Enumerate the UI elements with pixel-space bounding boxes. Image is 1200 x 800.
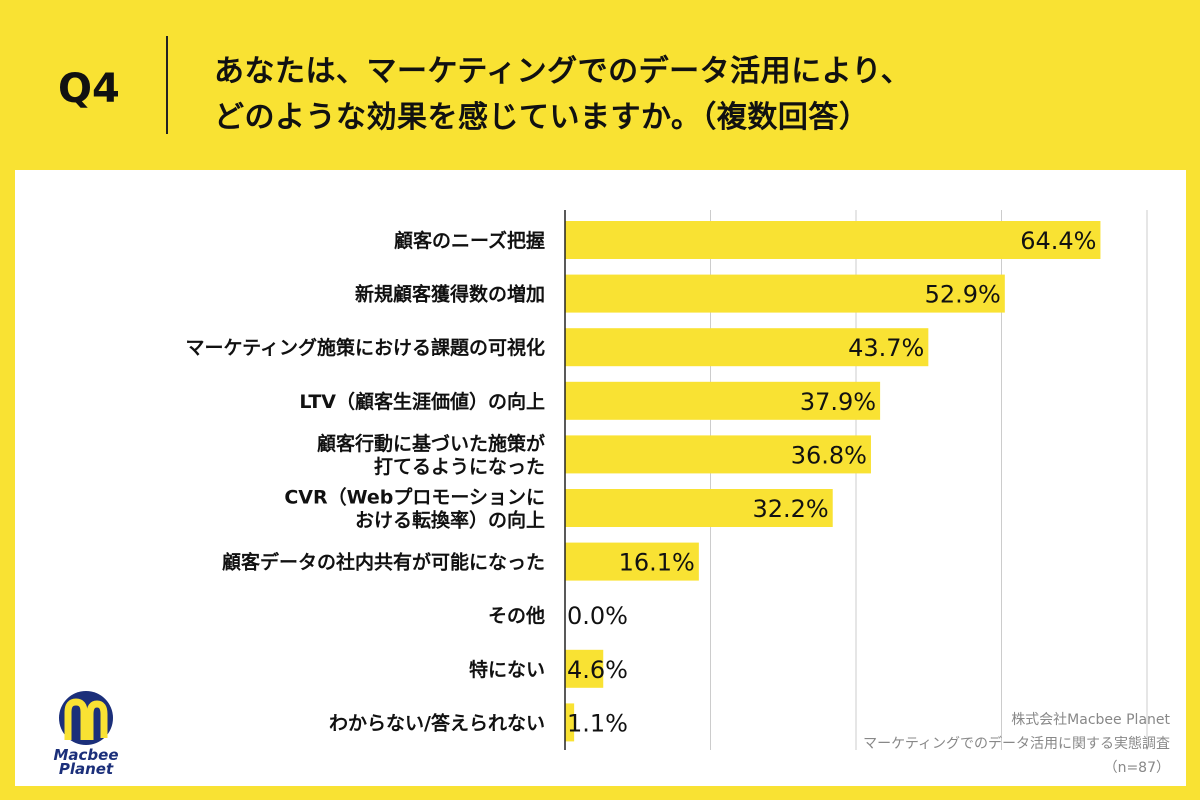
category-label: 特にない <box>469 659 545 681</box>
macbee-planet-logo: Macbee Planet <box>53 691 119 776</box>
question-number: Q4 <box>58 66 120 112</box>
value-label: 0.0% <box>567 602 628 630</box>
category-label: LTV（顧客生涯価値）の向上 <box>299 390 545 413</box>
bar <box>565 221 1101 259</box>
category-label: その他 <box>488 604 545 627</box>
category-label: 打てるようになった <box>374 455 545 478</box>
value-label: 1.1% <box>567 709 628 737</box>
value-label: 52.9% <box>925 281 1001 309</box>
svg-text:Planet: Planet <box>59 760 114 776</box>
bar <box>565 381 881 420</box>
survey-name: マーケティングでのデータ活用に関する実態調査 <box>863 736 1170 752</box>
bar <box>565 703 575 742</box>
bar <box>565 649 604 688</box>
category-label: マーケティング施策における課題の可視化 <box>186 336 545 359</box>
category-label: おける転換率）の向上 <box>355 509 545 532</box>
category-label: わからない/答えられない <box>329 711 545 734</box>
svg-text:Macbee: Macbee <box>53 746 118 764</box>
value-label: 37.9% <box>800 388 876 416</box>
title-line-2: どのような効果を感じていますか。（複数回答） <box>214 100 870 135</box>
source-credit: 株式会社Macbee Planet マーケティングでのデータ活用に関する実態調査… <box>863 708 1170 780</box>
value-label: 4.6% <box>567 656 628 684</box>
company-name: 株式会社Macbee Planet <box>1011 712 1170 728</box>
category-label: 新規顧客獲得数の増加 <box>355 283 545 306</box>
category-label: 顧客のニーズ把握 <box>394 229 545 252</box>
header-divider <box>166 36 168 134</box>
sample-size: （n=87） <box>1103 760 1170 776</box>
bar <box>565 542 699 581</box>
bar <box>565 328 929 367</box>
bar <box>565 435 871 474</box>
title-line-1: あなたは、マーケティングでのデータ活用により、 <box>214 54 912 89</box>
category-label: CVR（Webプロモーションに <box>284 486 545 509</box>
category-label: 顧客行動に基づいた施策が <box>317 432 545 455</box>
value-label: 43.7% <box>848 334 924 362</box>
bar <box>565 274 1005 313</box>
bar <box>565 489 833 527</box>
value-label: 16.1% <box>619 549 695 577</box>
value-label: 32.2% <box>752 495 828 523</box>
category-label: 顧客データの社内共有が可能になった <box>222 551 545 574</box>
value-label: 64.4% <box>1020 227 1096 255</box>
value-label: 36.8% <box>791 441 867 469</box>
